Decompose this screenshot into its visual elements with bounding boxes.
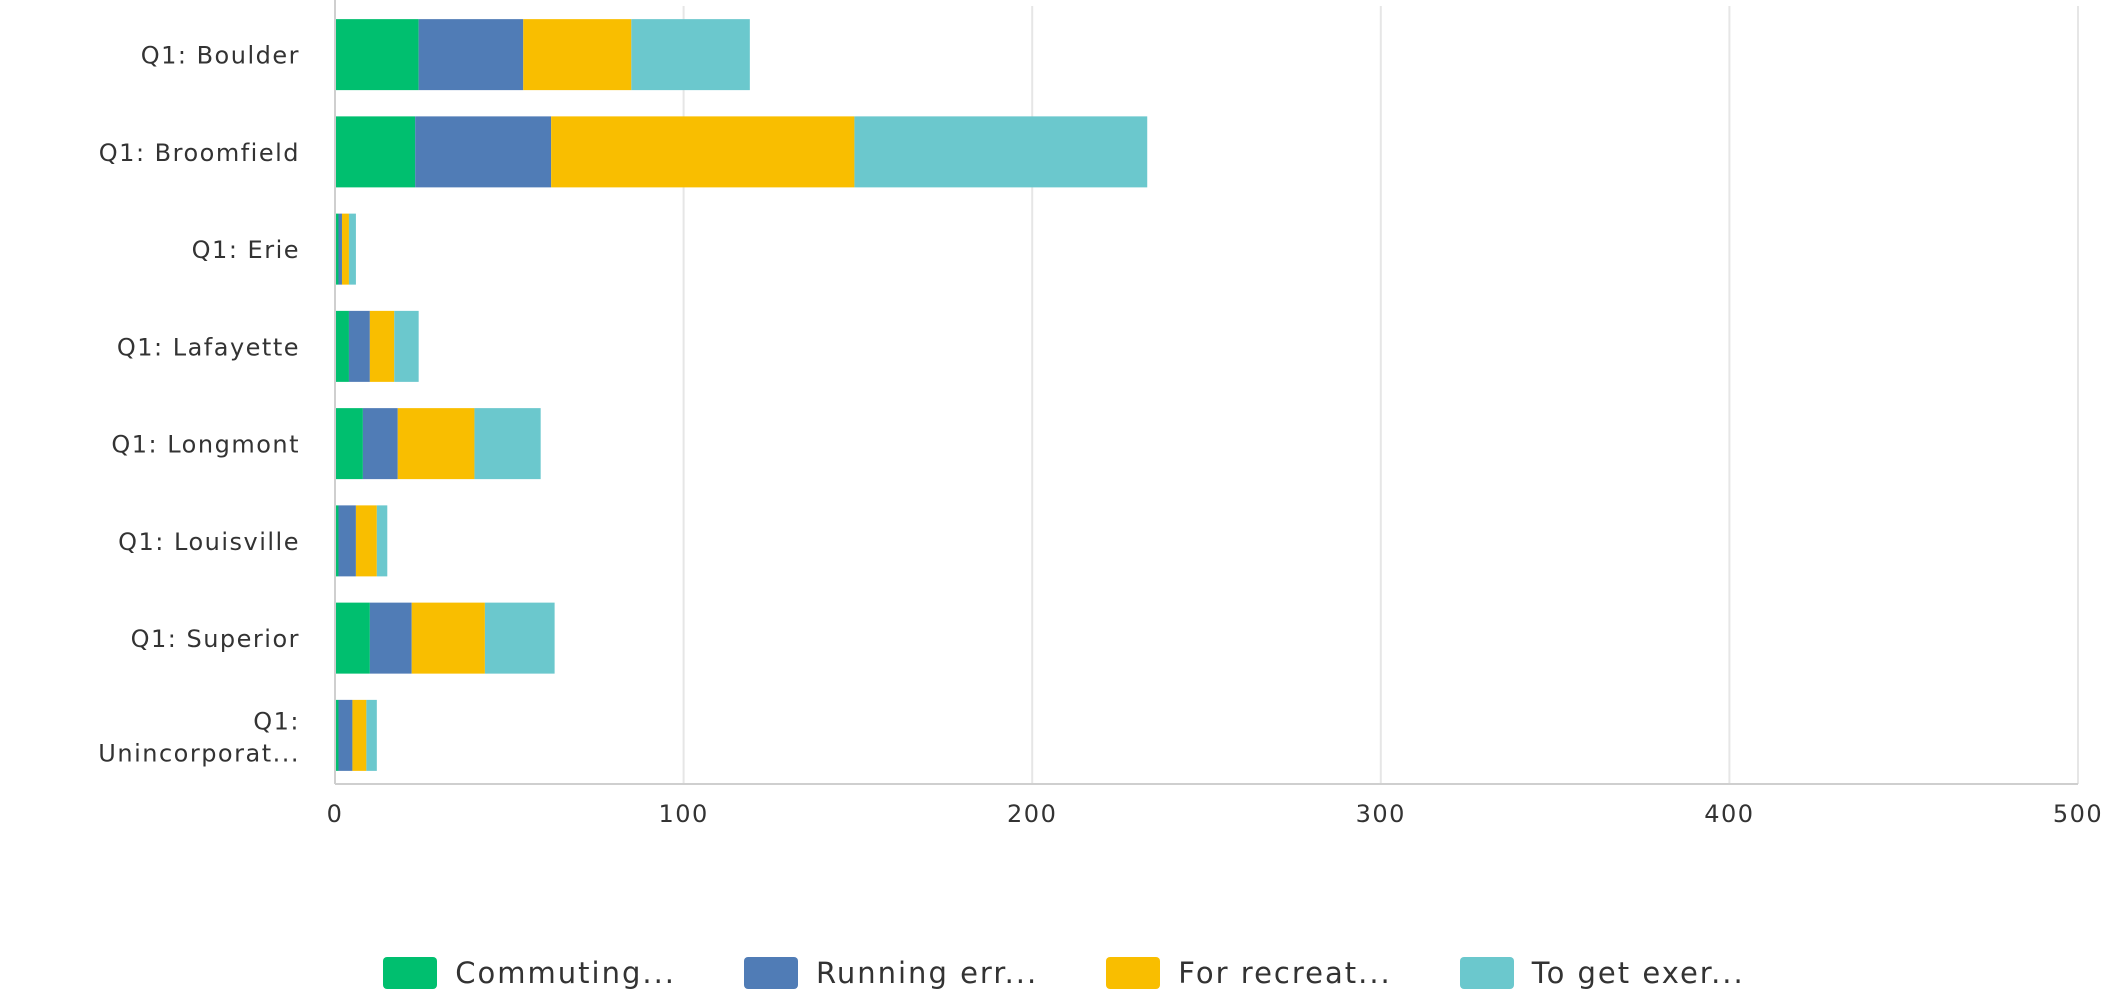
category-label: Q1: Lafayette — [117, 333, 300, 361]
x-tick-label: 500 — [2053, 800, 2103, 828]
bar-segment — [376, 505, 388, 577]
bar-segment — [335, 213, 339, 285]
bar-segment — [484, 602, 555, 674]
bars — [335, 19, 1148, 771]
bar-segment — [366, 699, 377, 771]
bar-segment — [355, 505, 377, 577]
bar-segment — [335, 699, 339, 771]
legend-label: To get exer... — [1531, 956, 1745, 990]
bar-segment — [523, 19, 632, 91]
legend-label: For recreat... — [1178, 956, 1392, 990]
axes — [334, 0, 2078, 785]
category-label: Q1: Unincorporat... — [98, 707, 300, 767]
legend-label: Running err... — [816, 956, 1039, 990]
bar-segment — [394, 310, 419, 382]
bar-segment — [362, 408, 398, 480]
bar-segment — [335, 310, 349, 382]
bar-segment — [335, 19, 419, 91]
bar-segment — [369, 602, 412, 674]
legend-swatch — [1459, 957, 1514, 989]
bar-segment — [369, 310, 395, 382]
bar-segment — [341, 213, 349, 285]
bar-segment — [418, 19, 524, 91]
bar-segment — [335, 602, 370, 674]
bar-segment — [338, 213, 342, 285]
stacked-bar-chart: Q1: Boulder Q1: Broomfield Q1: Erie Q1: Laf… — [98, 0, 2103, 828]
category-label: Q1: Erie — [192, 236, 300, 264]
category-label-line: Unincorporat... — [98, 739, 300, 767]
bar-segment — [551, 116, 855, 188]
legend-swatch — [383, 957, 438, 989]
category-label: Q1: Boulder — [141, 42, 300, 70]
bar-segment — [411, 602, 485, 674]
x-tick-label: 300 — [1356, 800, 1406, 828]
bar-segment — [474, 408, 541, 480]
x-tick-label: 200 — [1007, 800, 1057, 828]
legend-item: Commuting... — [383, 950, 676, 996]
legend-swatch — [744, 957, 799, 989]
bar-segment — [352, 699, 367, 771]
bar-segment — [338, 505, 356, 577]
category-label: Q1: Broomfield — [99, 139, 300, 167]
x-tick-label: 100 — [658, 800, 708, 828]
legend-swatch — [1106, 957, 1161, 989]
bar-segment — [415, 116, 552, 188]
x-tick-label: 400 — [1704, 800, 1754, 828]
bar-segment — [335, 505, 339, 577]
bar-segment — [631, 19, 750, 91]
legend-item: Running err... — [744, 950, 1038, 996]
category-label-line: Q1: — [253, 707, 300, 735]
bar-segment — [335, 408, 363, 480]
category-labels: Q1: Boulder Q1: Broomfield Q1: Erie Q1: Laf… — [98, 42, 300, 768]
tick-labels: 0 100 200 300 400 500 — [327, 800, 2103, 828]
legend-item: For recreat... — [1106, 950, 1392, 996]
x-tick-label: 0 — [327, 800, 344, 828]
bar-segment — [348, 310, 370, 382]
bar-segment — [348, 213, 356, 285]
bar-segment — [854, 116, 1148, 188]
legend-item: To get exer... — [1459, 950, 1745, 996]
category-label: Q1: Louisville — [118, 528, 300, 556]
category-label: Q1: Superior — [131, 625, 300, 653]
category-label: Q1: Longmont — [111, 431, 300, 459]
bar-segment — [335, 116, 416, 188]
bar-segment — [397, 408, 475, 480]
legend-label: Commuting... — [455, 956, 677, 990]
bar-segment — [338, 699, 353, 771]
legend: Commuting... Running err... For recreat...… — [0, 950, 2128, 996]
